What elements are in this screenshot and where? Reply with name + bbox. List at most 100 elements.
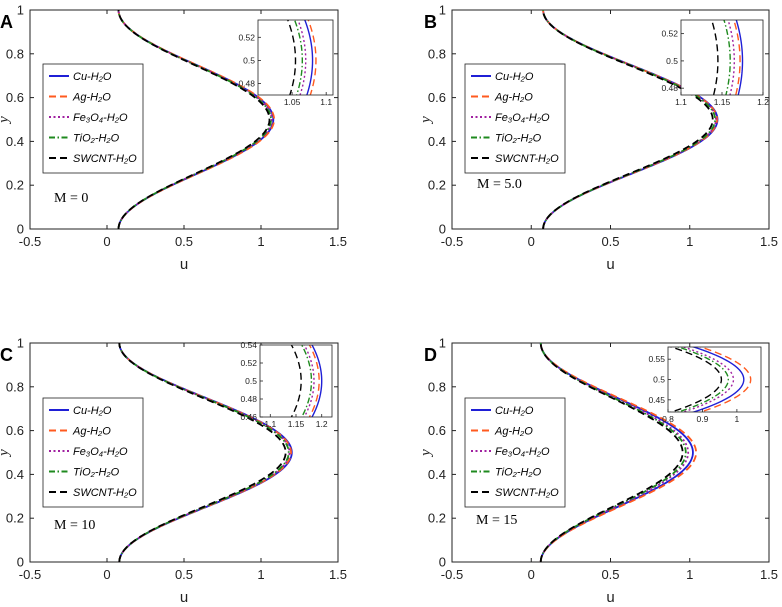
legend-label-fe: Fe₃O₄-H₂O <box>495 446 550 458</box>
inset-line-cu <box>735 20 744 95</box>
legend-label-sw: SWCNT-H₂O <box>495 487 559 499</box>
legend-box <box>464 397 566 508</box>
x-tick-label: 0.5 <box>601 234 619 249</box>
inset-y-tick-label: 0.48 <box>238 78 255 88</box>
inset-y-tick-label: 0.48 <box>661 83 678 93</box>
legend-label-sw: SWCNT-H₂O <box>495 153 559 165</box>
y-tick-label: 0.6 <box>428 90 446 105</box>
y-tick-label: 0 <box>439 222 446 237</box>
legend-box <box>42 397 144 508</box>
x-tick-label: 1.5 <box>329 567 347 582</box>
y-tick-label: 0.2 <box>428 511 446 526</box>
x-tick-label: 1.5 <box>329 234 347 249</box>
inset-y-tick-label: 0.5 <box>666 56 678 66</box>
legend-box <box>464 63 566 174</box>
inset-frame <box>257 19 334 96</box>
inset-x-tick-label: 1.05 <box>284 97 301 107</box>
x-tick-label: 0.5 <box>175 234 193 249</box>
inset-line-sw <box>710 20 719 95</box>
legend-label-ag: Ag-H₂O <box>494 92 533 104</box>
y-axis-label: y <box>0 116 12 125</box>
y-tick-label: 0.4 <box>428 134 446 149</box>
x-tick-label: 1 <box>257 567 264 582</box>
inset-line-cu <box>304 20 314 95</box>
y-tick-label: 0.8 <box>6 379 24 394</box>
x-tick-label: -0.5 <box>441 567 463 582</box>
inset-line-ti <box>676 347 729 412</box>
panel-A: -0.500.511.500.20.40.60.81uyAM = 0Cu-H₂O… <box>0 3 347 274</box>
inset-y-tick-label: 0.52 <box>240 358 257 368</box>
inset-y-tick-label: 0.52 <box>661 29 678 39</box>
annotation-label: M = 15 <box>476 513 517 528</box>
inset-y-tick-label: 0.5 <box>245 376 257 386</box>
inset-bg <box>668 347 761 412</box>
inset: 1.1 1.15 1.2 0.48 0.5 0.52 <box>661 19 769 107</box>
inset-line-cu <box>311 345 323 417</box>
y-tick-label: 0.8 <box>428 379 446 394</box>
inset-x-tick-label: 1.1 <box>675 97 687 107</box>
x-tick-label: 0 <box>528 234 535 249</box>
x-axis-label: u <box>606 589 614 606</box>
legend-label-fe: Fe₃O₄-H₂O <box>73 446 128 458</box>
inset-line-cu <box>691 347 745 412</box>
inset-line-ag <box>698 347 752 412</box>
y-tick-label: 0.4 <box>6 467 24 482</box>
legend-label-cu: Cu-H₂O <box>73 405 112 417</box>
legend: Cu-H₂O Ag-H₂O Fe₃O₄-H₂O TiO₂-H₂O SWCNT-H₂O <box>42 63 144 174</box>
inset: 1.05 1.1 0.48 0.5 0.52 <box>238 19 334 107</box>
series-line-sw <box>542 9 714 230</box>
legend-label-ag: Ag-H₂O <box>72 426 111 438</box>
x-tick-label: -0.5 <box>19 567 41 582</box>
y-tick-label: 0.6 <box>6 90 24 105</box>
legend-label-ag: Ag-H₂O <box>72 92 111 104</box>
x-tick-label: 1 <box>686 234 693 249</box>
y-tick-label: 0.8 <box>6 46 24 61</box>
inset-y-tick-label: 0.54 <box>240 340 257 350</box>
inset-y-tick-label: 0.5 <box>653 375 665 385</box>
legend-box <box>42 63 144 174</box>
legend: Cu-H₂O Ag-H₂O Fe₃O₄-H₂O TiO₂-H₂O SWCNT-H₂O <box>42 397 144 508</box>
inset: 0.8 0.9 1 0.45 0.5 0.55 <box>648 346 762 424</box>
x-tick-label: 0 <box>103 567 110 582</box>
y-tick-label: 0.4 <box>6 134 24 149</box>
series-line-ti <box>539 342 687 563</box>
inset: 1.1 1.15 1.2 0.46 0.48 0.5 0.52 0.54 <box>240 340 333 429</box>
legend-label-ti: TiO₂-H₂O <box>73 467 120 479</box>
inset-curves <box>669 347 752 412</box>
inset-x-tick-label: 1.2 <box>316 419 328 429</box>
inset-line-ag <box>307 20 317 95</box>
x-tick-label: 1 <box>686 567 693 582</box>
legend-label-ti: TiO₂-H₂O <box>495 133 542 145</box>
inset-y-tick-label: 0.45 <box>648 395 665 405</box>
x-tick-label: 0 <box>528 567 535 582</box>
inset-y-tick-label: 0.48 <box>240 394 257 404</box>
inset-x-tick-label: 1.2 <box>757 97 769 107</box>
y-tick-label: 0 <box>17 555 24 570</box>
y-tick-label: 0.2 <box>428 178 446 193</box>
annotation-label: M = 10 <box>54 518 95 533</box>
x-axis-label: u <box>180 256 188 273</box>
panel-letter: B <box>424 12 437 32</box>
inset-x-tick-label: 1.1 <box>264 419 276 429</box>
inset-x-tick-label: 1.15 <box>288 419 305 429</box>
x-tick-label: 0 <box>103 234 110 249</box>
annotation-label: M = 0 <box>54 191 88 206</box>
y-tick-label: 1 <box>439 3 446 18</box>
inset-y-tick-label: 0.52 <box>238 32 255 42</box>
legend: Cu-H₂O Ag-H₂O Fe₃O₄-H₂O TiO₂-H₂O SWCNT-H₂O <box>464 397 566 508</box>
legend-label-ti: TiO₂-H₂O <box>495 467 542 479</box>
inset-x-tick-label: 1 <box>735 414 740 424</box>
inset-x-tick-label: 0.9 <box>697 414 709 424</box>
y-tick-label: 0.6 <box>6 423 24 438</box>
inset-y-tick-label: 0.46 <box>240 412 257 422</box>
legend-label-ag: Ag-H₂O <box>494 426 533 438</box>
panel-letter: D <box>424 345 437 365</box>
y-tick-label: 0 <box>439 555 446 570</box>
y-tick-label: 0 <box>17 222 24 237</box>
inset-bg <box>260 345 332 417</box>
inset-x-tick-label: 1.1 <box>320 97 332 107</box>
x-tick-label: 0.5 <box>175 567 193 582</box>
x-tick-label: -0.5 <box>441 234 463 249</box>
